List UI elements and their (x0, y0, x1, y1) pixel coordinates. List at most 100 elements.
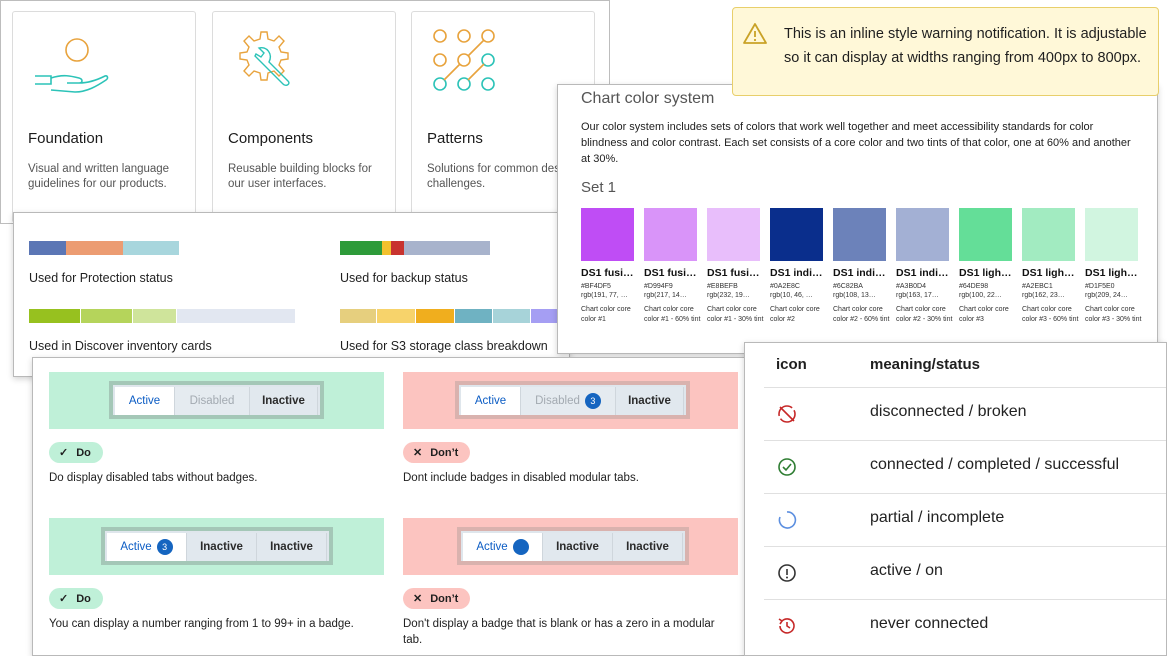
swatch-name: DS1 indi… (896, 267, 949, 279)
swatch-hex: #E8BEFB (707, 283, 738, 290)
swatch-rgb: rgb(162, 23… (1022, 292, 1065, 299)
swatch-name: DS1 fusi… (644, 267, 697, 279)
swatch-rgb: rgb(191, 77, … (581, 292, 628, 299)
card-description: Solutions for common design challenges. (427, 163, 576, 190)
tab-disabled: Disabled 3 (521, 387, 616, 415)
tab-label: Active (474, 395, 507, 407)
tab-badge (512, 539, 529, 555)
swatch-name: DS1 ligh… (959, 267, 1012, 279)
section-heading: Chart color system (581, 90, 715, 107)
swatch-name: DS1 ligh… (1022, 267, 1075, 279)
swatch-description: Chart color core color #2 - 30% tint (896, 306, 953, 323)
protection-status-bar (29, 241, 179, 255)
swatch-description: Chart color core color #3 - 60% tint (1022, 306, 1079, 323)
inline-warning-notification: This is an inline style warning notifica… (732, 7, 1159, 96)
swatch-chip (896, 208, 949, 261)
guideline-caption: You can display a number ranging from 1 … (49, 618, 354, 630)
tab-active[interactable]: Active (463, 533, 543, 561)
tab-label: Inactive (262, 395, 305, 407)
swatch-rgb: rgb(163, 17… (896, 292, 939, 299)
tab-inactive[interactable]: Inactive (543, 533, 613, 561)
pill-label: Don’t (430, 446, 459, 459)
swatch-hex: #0A2E8C (770, 283, 800, 290)
pill-label: Do (76, 446, 91, 459)
color-swatch: DS1 ligh… #A2EBC1 rgb(162, 23… Chart color … (1022, 208, 1079, 325)
column-header-meaning: meaning/status (870, 356, 981, 373)
modular-tabs: Active Disabled Inactive (109, 381, 324, 419)
tab-label: Inactive (200, 541, 243, 553)
tab-label: Inactive (556, 541, 599, 553)
bar-label: Used for backup status (340, 271, 468, 285)
color-swatch: DS1 fusi… #D994F9 rgb(217, 14… Chart color … (644, 208, 701, 325)
disconnected-icon (778, 405, 796, 423)
do-example: Active 3 Inactive Inactive (49, 518, 384, 575)
tab-label: Inactive (628, 395, 671, 407)
card-description: Visual and written language guidelines f… (28, 163, 170, 190)
swatch-chip (1022, 208, 1075, 261)
do-example: Active Disabled Inactive (49, 372, 384, 429)
status-meaning: never connected (870, 615, 989, 632)
tab-badge: 3 (156, 539, 173, 555)
components-card[interactable]: Components Reusable building blocks for … (212, 11, 396, 223)
dont-example: Active Disabled 3 Inactive (403, 372, 738, 429)
swatch-description: Chart color core color #2 - 60% tint (833, 306, 890, 323)
swatch-name: DS1 indi… (833, 267, 886, 279)
tab-label: Disabled (189, 395, 235, 407)
tab-inactive[interactable]: Inactive (187, 533, 257, 561)
swatch-rgb: rgb(10, 46, … (770, 292, 813, 299)
modular-tabs: Active Inactive Inactive (457, 527, 689, 565)
swatch-name: DS1 indi… (770, 267, 823, 279)
warning-triangle-icon (743, 23, 767, 44)
table-row: never connected (764, 599, 1166, 652)
tab-inactive[interactable]: Inactive (613, 533, 683, 561)
swatch-chip (770, 208, 823, 261)
pill-label: Do (76, 592, 91, 605)
swatch-hex: #64DE98 (959, 283, 989, 290)
design-system-cards-panel: Foundation Visual and written language g… (0, 0, 610, 224)
section-intro: Our color system includes sets of colors… (581, 121, 1131, 165)
swatch-description: Chart color core color #1 - 60% tint (644, 306, 701, 323)
tab-label: Inactive (626, 541, 669, 553)
tab-active[interactable]: Active (461, 387, 521, 415)
swatch-hex: #D994F9 (644, 283, 673, 290)
table-row: partial / incomplete (764, 493, 1166, 546)
swatch-chip (959, 208, 1012, 261)
swatch-rgb: rgb(209, 24… (1085, 292, 1128, 299)
color-swatch: DS1 indi… #6C82BA rgb(108, 13… Chart color … (833, 208, 890, 325)
bar-label: Used in Discover inventory cards (29, 339, 212, 353)
checkmark-icon: ✓ (59, 447, 69, 459)
tab-inactive[interactable]: Inactive (616, 387, 684, 415)
tab-inactive[interactable]: Inactive (257, 533, 327, 561)
check-circle-icon (778, 458, 796, 476)
swatch-rgb: rgb(108, 13… (833, 292, 876, 299)
card-title: Foundation (28, 130, 104, 147)
tab-inactive[interactable]: Inactive (250, 387, 318, 415)
s3-storage-class-bar (340, 309, 569, 323)
discover-inventory-bar (29, 309, 295, 323)
bar-label: Used for Protection status (29, 271, 173, 285)
modular-tabs: Active Disabled 3 Inactive (455, 381, 690, 419)
swatch-chip (644, 208, 697, 261)
column-header-icon: icon (776, 356, 807, 373)
tab-label: Active (476, 541, 508, 553)
close-icon: ✕ (413, 447, 423, 459)
chart-color-system-panel: Chart color system Our color system incl… (557, 84, 1158, 354)
status-icon-table: icon meaning/status disconnected / broke… (744, 342, 1167, 656)
color-swatch: DS1 ligh… #64DE98 rgb(100, 22… Chart color … (959, 208, 1014, 325)
swatch-description: Chart color core color #3 - 30% tint (1085, 306, 1142, 323)
table-row: connected / completed / successful (764, 440, 1166, 493)
modular-tabs-guidelines-panel: Active Disabled Inactive ✓ Do Do display disa… (32, 357, 758, 656)
status-meaning: disconnected / broken (870, 403, 1027, 420)
tab-active[interactable]: Active 3 (107, 533, 187, 561)
foundation-card[interactable]: Foundation Visual and written language g… (12, 11, 196, 223)
guideline-caption: Don't display a badge that is blank or h… (403, 618, 715, 646)
info-circle-icon (778, 564, 796, 582)
status-meaning: active / on (870, 562, 943, 579)
table-row: disconnected / broken (764, 387, 1166, 440)
tab-active[interactable]: Active (115, 387, 175, 415)
history-icon (778, 618, 795, 634)
table-row: active / on (764, 546, 1166, 599)
bar-label: Used for S3 storage class breakdown (340, 339, 548, 353)
status-color-bars-panel: Used for Protection status Used for back… (13, 212, 570, 377)
status-meaning: connected / completed / successful (870, 456, 1120, 473)
